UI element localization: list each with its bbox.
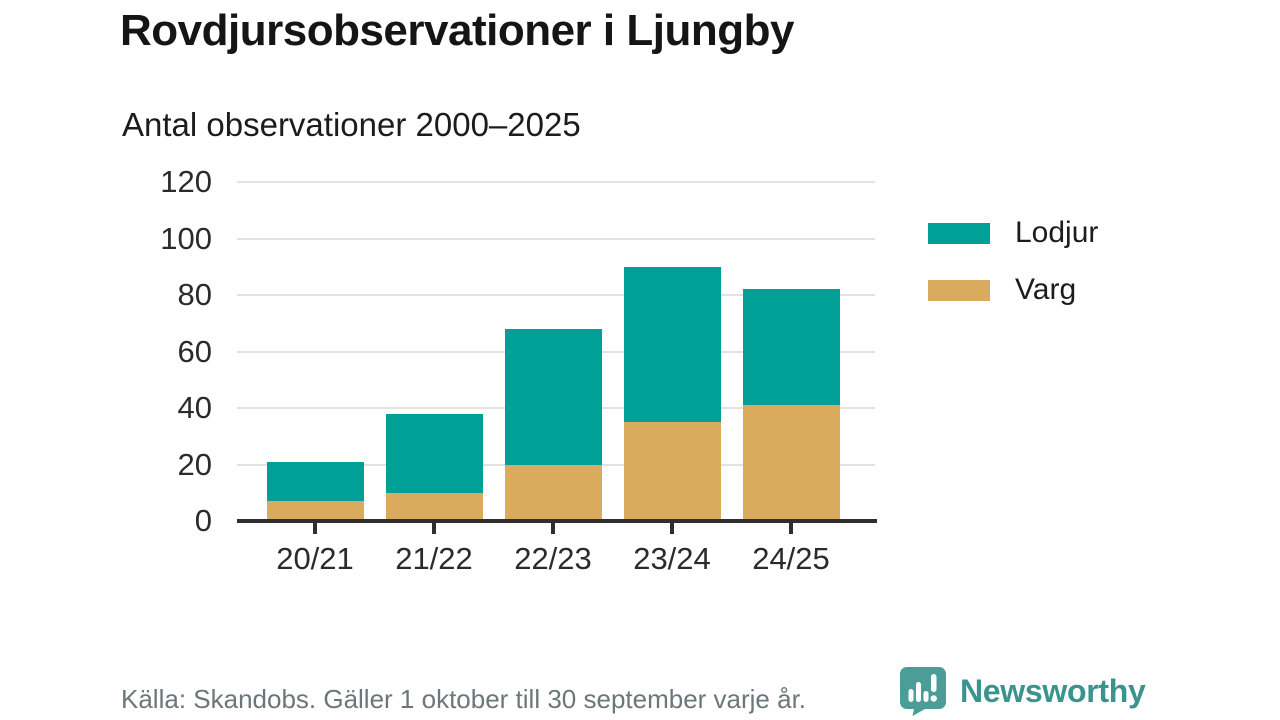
gridline-y120	[237, 181, 875, 183]
x-tick-24-25	[789, 523, 793, 534]
bar-segment-varg-24-25	[742, 405, 840, 521]
bar-segment-varg-20-21	[266, 501, 364, 521]
x-tick-21-22	[432, 523, 436, 534]
newsworthy-speech-bubble-chart-icon	[900, 667, 946, 716]
bar-segment-lodjur-23-24	[623, 266, 721, 423]
bar-segment-lodjur-24-25	[742, 289, 840, 406]
brand-wordmark: Newsworthy	[960, 672, 1146, 709]
y-tick-label-40: 40	[177, 390, 212, 425]
source-note: Källa: Skandobs. Gäller 1 oktober till 3…	[121, 684, 807, 714]
branding: Newsworthy	[899, 666, 1146, 716]
legend-item-lodjur: Lodjur	[928, 216, 1098, 250]
gridline-y80	[237, 294, 875, 296]
bar-segment-lodjur-21-22	[385, 413, 483, 493]
x-tick-label-20-21: 20/21	[276, 541, 354, 576]
bar-segment-varg-22-23	[504, 464, 602, 521]
chart-subtitle: Antal observationer 2000–2025	[122, 106, 581, 143]
legend-item-varg: Varg	[928, 273, 1098, 307]
x-tick-label-24-25: 24/25	[752, 541, 830, 576]
legend-label-varg: Varg	[1015, 273, 1077, 306]
gridline-y100	[237, 237, 875, 240]
y-tick-label-80: 80	[177, 277, 212, 312]
legend: Lodjur Varg	[928, 216, 1098, 330]
y-tick-label-20: 20	[177, 446, 212, 482]
y-tick-label-60: 60	[177, 333, 212, 369]
x-tick-23-24	[670, 523, 674, 534]
legend-label-lodjur: Lodjur	[1015, 216, 1099, 249]
legend-swatch-lodjur	[928, 222, 990, 244]
x-tick-20-21	[313, 523, 317, 534]
x-tick-label-21-22: 21/22	[395, 541, 473, 576]
plot-area	[237, 181, 875, 521]
bar-segment-varg-23-24	[623, 422, 721, 521]
y-tick-label-0: 0	[194, 503, 212, 538]
chart-title: Rovdjursobservationer i Ljungby	[120, 6, 794, 55]
x-tick-label-23-24: 23/24	[633, 541, 711, 576]
bar-segment-lodjur-20-21	[266, 461, 364, 502]
y-tick-label-120: 120	[160, 164, 212, 199]
y-tick-label-100: 100	[160, 220, 212, 256]
bar-segment-lodjur-22-23	[504, 328, 602, 465]
legend-swatch-varg	[928, 279, 990, 301]
x-axis-line	[237, 519, 877, 523]
bar-segment-varg-21-22	[385, 492, 483, 521]
x-tick-22-23	[551, 523, 555, 534]
x-tick-label-22-23: 22/23	[514, 541, 592, 576]
